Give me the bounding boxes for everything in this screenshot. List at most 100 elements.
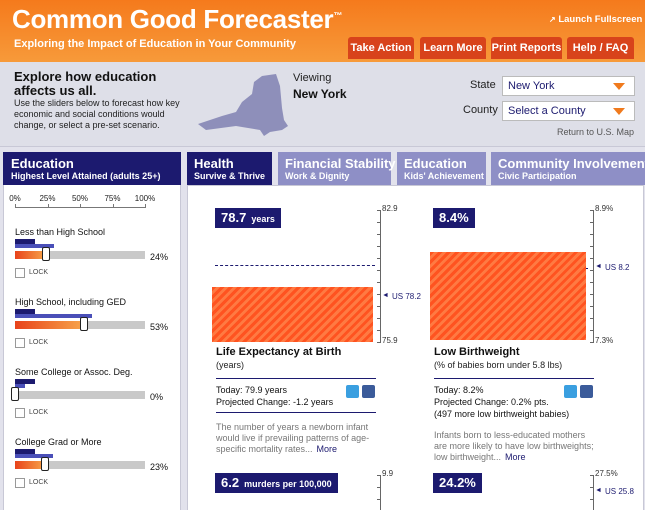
axis-top: 82.9 [382,204,398,213]
baseline-bar [15,449,35,454]
lock-checkbox[interactable] [15,338,25,348]
dropdown-arrow [613,83,625,90]
state-select[interactable]: New York [502,76,635,96]
slider-label: High School, including GED [15,297,127,307]
axis-tick [377,246,381,247]
subtitle: Exploring the Impact of Education in You… [14,38,296,50]
lock-label: LOCK [29,339,49,346]
value-text: 6.2 [221,475,240,490]
separator [216,412,376,413]
axis-tick [590,318,594,319]
axis-top: 8.9% [595,204,614,213]
education-title: Education [11,156,74,171]
lock-checkbox[interactable] [15,268,25,278]
axis-tick [590,487,594,488]
slider-track [15,391,145,399]
county-select[interactable]: Select a County [502,101,635,121]
tab-subtitle: Survive & Thrive [194,171,266,181]
axis-tick [590,499,594,500]
card-subtitle: (years) [216,360,245,370]
value-unit: years [251,214,275,224]
ny-shape [198,74,288,136]
tab[interactable]: Education Kids' Achievement [397,152,486,185]
twitter-icon[interactable] [564,385,577,398]
slider-handle[interactable] [79,317,88,331]
tab-subtitle: Kids' Achievement [404,171,484,181]
tab[interactable]: Health Survive & Thrive [187,152,272,185]
axis-tick [590,294,594,295]
launch-text: Launch Fullscreen [558,14,643,25]
trademark: ™ [333,10,343,21]
facebook-icon[interactable] [580,385,593,398]
today: Today: 79.9 years [216,385,288,395]
axis-tick [377,306,381,307]
tab-title: Financial Stability [285,156,396,171]
title-text: Common Good Forecaster [12,4,334,34]
intro-heading: Explore how education affects us all. [14,69,157,98]
state-value: New York [508,80,555,92]
tab-title: Community Involvement [498,156,645,171]
viewing-name: New York [293,87,347,101]
separator [216,378,376,379]
tab[interactable]: Community Involvement Civic Participation [491,152,645,185]
axis-tick [590,306,594,307]
lock-label: LOCK [29,409,49,416]
lock-checkbox[interactable] [15,478,25,488]
compare-bar [15,454,53,458]
scale-label: 75% [104,194,121,203]
return-link[interactable]: Return to U.S. Map [557,127,635,137]
nav-button[interactable]: Learn More [420,37,486,59]
projection-bar [212,287,373,342]
us-arrow: ◄ [595,487,602,494]
us-marker: US 8.2 [605,263,630,272]
axis-tick [590,270,594,271]
axis-line [593,210,594,342]
description-text: Infants born to less-educated mothers ar… [434,430,594,462]
axis-tick [377,234,381,235]
scale-tick [80,204,81,208]
slider-label: Some College or Assoc. Deg. [15,367,133,377]
lock-label: LOCK [29,269,49,276]
axis-tick [377,222,381,223]
value-text: 8.4% [439,210,469,225]
nav-button[interactable]: Help / FAQ [567,37,634,59]
more-link[interactable]: More [505,452,526,462]
tab-title: Education [404,156,467,171]
twitter-icon[interactable] [346,385,359,398]
nav-button[interactable]: Take Action [348,37,414,59]
tab-subtitle: Work & Dignity [285,171,350,181]
scale-label: 100% [134,194,156,203]
value-box: 78.7 years [215,208,281,228]
change: Projected Change: -1.2 years [216,397,334,407]
value-unit: murders per 100,000 [244,479,332,489]
axis-tick [377,499,381,500]
compare-bar [15,314,92,318]
description: The number of years a newborn infant wou… [216,422,381,455]
axis-top: 9.9 [382,469,394,478]
scale-tick [145,204,146,208]
compare-bar [15,384,25,388]
slider-handle[interactable] [42,247,51,261]
viewing-label: Viewing [293,72,332,84]
axis-tick [377,342,381,343]
slider-track [15,251,145,259]
scale-tick [112,204,114,208]
baseline-bar [15,309,35,314]
slider-handle[interactable] [40,457,49,471]
facebook-icon[interactable] [362,385,375,398]
description-text: The number of years a newborn infant wou… [216,422,370,454]
value-text: 24.2% [439,475,476,490]
axis-tick [377,210,381,211]
slider-handle[interactable] [11,387,19,401]
scale-tick [47,204,49,208]
lock-checkbox[interactable] [15,408,25,418]
slider-label: Less than High School [15,227,106,237]
more-link[interactable]: More [316,444,338,454]
slider-value: 53% [150,322,169,332]
baseline-bar [15,379,35,384]
lock-label: LOCK [29,479,49,486]
tab[interactable]: Financial Stability Work & Dignity [278,152,396,185]
launch-fullscreen[interactable]: ↗ Launch Fullscreen [549,14,642,25]
nav-button[interactable]: Print Reports [491,37,562,59]
axis-tick [590,222,594,223]
